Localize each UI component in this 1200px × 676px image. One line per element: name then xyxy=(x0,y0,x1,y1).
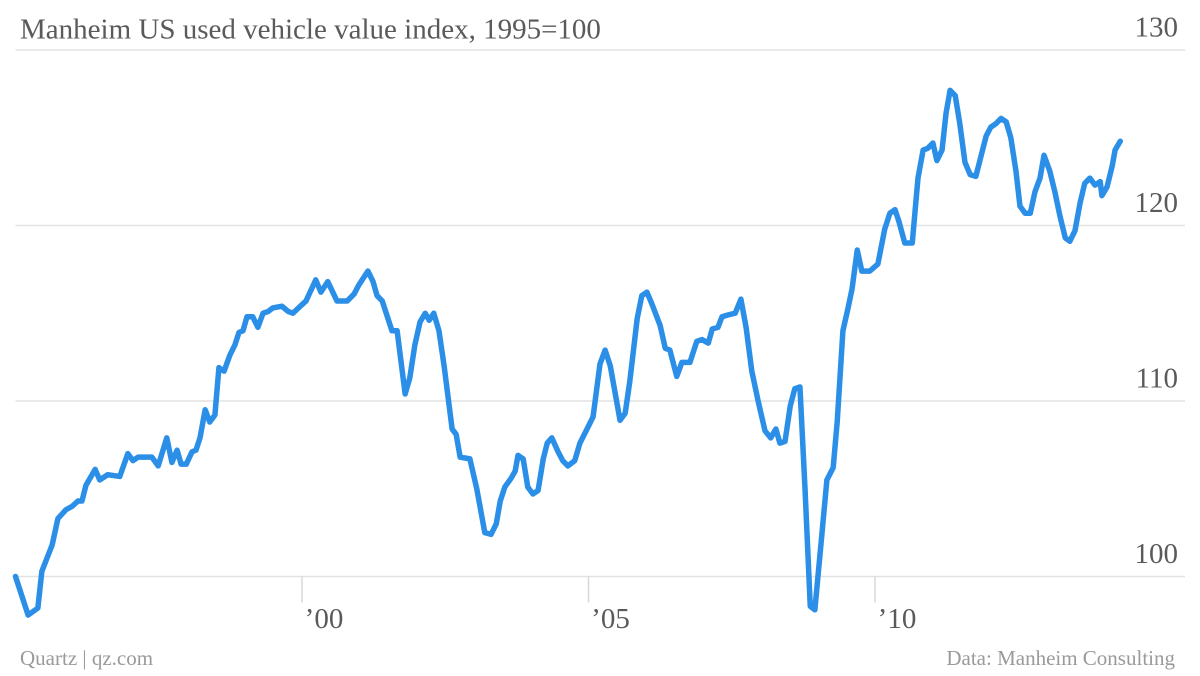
y-tick-label: 100 xyxy=(1135,538,1179,570)
x-tick-label: ’00 xyxy=(305,603,344,635)
y-tick-label: 120 xyxy=(1135,187,1179,219)
y-tick-label: 130 xyxy=(1135,12,1179,44)
line-series xyxy=(12,87,1123,618)
x-tick-label: ’10 xyxy=(878,603,917,635)
plot xyxy=(12,87,1123,618)
grid: 100 110 120 130 ’00 ’05 ’10 xyxy=(15,12,1185,635)
source: Data: Manheim Consulting xyxy=(946,646,1175,670)
y-tick-label: 110 xyxy=(1136,363,1178,395)
x-tick-label: ’05 xyxy=(591,603,630,635)
credit: Quartz | qz.com xyxy=(20,646,153,670)
chart-title: Manheim US used vehicle value index, 199… xyxy=(20,14,601,46)
